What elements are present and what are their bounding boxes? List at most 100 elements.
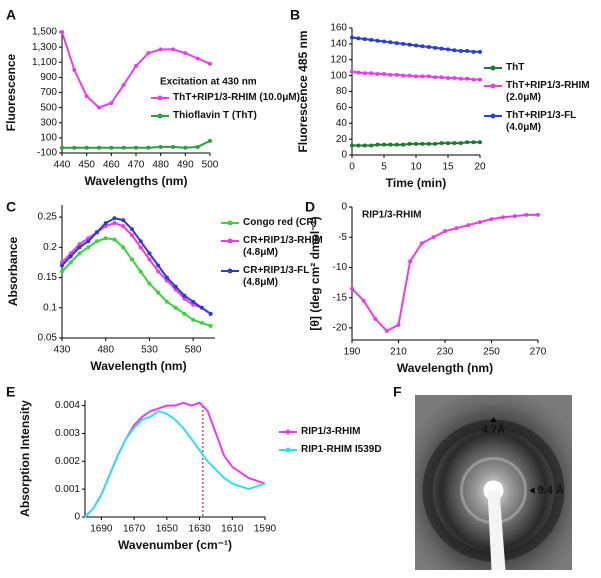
x-tick-label: 20 [474,162,486,173]
legend-label: Congo red (CR) [243,217,317,228]
legend-label: ThT+RIP1/3-RHIM (2.0μM) [506,80,590,103]
data-point [147,281,152,286]
data-point [388,142,393,147]
panel-label: B [290,7,300,23]
y-tick-label: 0.25 [38,212,58,223]
data-point [134,145,138,150]
x-tick-label: 10 [410,162,422,173]
data-point [433,45,438,50]
data-point [146,51,151,56]
y-tick-label: 40 [336,118,348,129]
x-axis-label: Time (min) [386,176,446,190]
data-point [147,257,152,262]
data-point [121,224,126,229]
x-tick-label: 1610 [221,524,244,535]
legend-swatch [151,113,169,119]
x-tick-label: 210 [390,347,407,358]
x-tick-label: 1690 [90,524,113,535]
data-point [369,71,374,76]
y-tick-label: 1,500 [32,27,57,38]
y-tick-label: 60 [336,102,348,113]
data-point [465,76,470,81]
y-tick-label: -20 [333,323,348,334]
data-point [171,144,175,149]
data-point [356,36,361,41]
x-tick-label: 530 [141,345,158,356]
data-point [195,56,200,61]
data-point [156,290,161,295]
x-tick-label: 1650 [156,524,179,535]
data-point [401,41,406,46]
data-point [362,143,367,148]
y-axis-label: Fluorescence 485 nm [296,30,310,152]
data-point [97,145,101,150]
beamstop [487,490,506,570]
panel-label: D [305,199,315,215]
data-point [156,263,161,268]
legend-swatch [151,95,169,101]
legend-swatch [484,113,502,119]
data-point [97,105,101,110]
data-point [60,30,64,34]
data-point [466,223,471,228]
legend-entry: Thioflavin T (ThT) [150,110,300,122]
x-axis-label: Wavelengths (nm) [85,174,188,188]
data-point [103,221,108,226]
series-line [84,409,266,518]
data-point [458,76,463,81]
y-tick-label: -5 [338,232,347,243]
x-axis-label: Wavelength (nm) [397,361,493,375]
data-point [146,145,151,150]
data-point [208,138,212,143]
legend-label: CR+RIP1/3-FL (4.8μM) [243,265,310,288]
y-tick-label: 80 [336,86,348,97]
data-point [512,214,517,219]
data-point [478,77,482,82]
y-tick-label: 0.05 [38,333,58,344]
data-point [446,47,450,52]
legend-entry: ThT+RIP1/3-FL (4.0μM) [483,110,599,134]
data-point [173,305,178,310]
data-point [121,218,126,223]
data-point [350,286,354,291]
data-point [134,64,138,69]
data-point [414,74,418,79]
data-point [208,61,212,66]
data-point [478,140,482,145]
y-tick-label: -10 [333,262,348,273]
data-point [536,212,540,217]
panel-label: E [6,384,15,400]
data-point [388,40,393,45]
y-tick-label: 0.004 [55,400,80,411]
y-tick-label: 0.003 [55,428,80,439]
data-point [443,229,447,234]
data-point [420,44,425,49]
y-tick-label: 300 [40,117,57,128]
data-point [199,305,204,310]
data-point [401,73,406,78]
x-tick-label: 480 [152,160,169,171]
data-point [375,72,380,77]
data-point [394,41,399,46]
y-axis-label: Absorbance [6,237,20,307]
legend: RIP1/3-RHIM RIP1-RHIM I539D [278,426,418,462]
data-point [68,254,73,259]
y-tick-label: 100 [330,70,347,81]
legend-marker [490,83,496,89]
data-point [173,284,178,289]
data-point [158,47,163,52]
data-point [208,311,213,316]
data-point [452,48,457,53]
series-line [61,237,211,327]
y-tick-label: 0.001 [55,484,80,495]
x-tick-label: 1630 [188,524,211,535]
legend-entry: ThT+RIP1/3-RHIM (10.0μM) [150,92,300,104]
arrow [529,487,535,494]
data-point [420,74,425,79]
x-tick-label: 440 [54,160,71,171]
x-tick-label: 270 [530,347,547,358]
data-point [121,145,126,150]
data-point [60,145,64,150]
annotation: 9.4 Å [538,483,564,496]
legend-entry: Congo red (CR) [220,217,330,229]
